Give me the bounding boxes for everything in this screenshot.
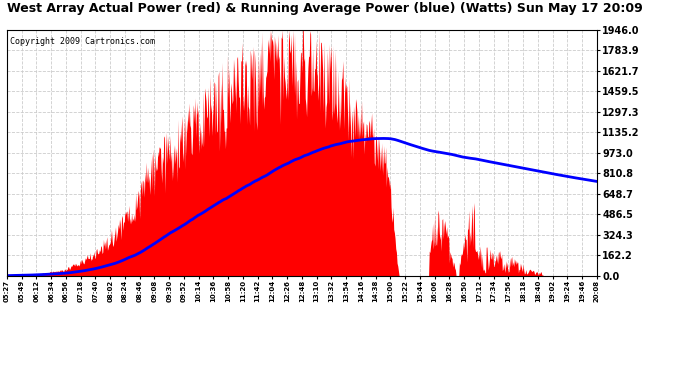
Text: Copyright 2009 Cartronics.com: Copyright 2009 Cartronics.com [10,38,155,46]
Text: West Array Actual Power (red) & Running Average Power (blue) (Watts) Sun May 17 : West Array Actual Power (red) & Running … [7,2,642,15]
